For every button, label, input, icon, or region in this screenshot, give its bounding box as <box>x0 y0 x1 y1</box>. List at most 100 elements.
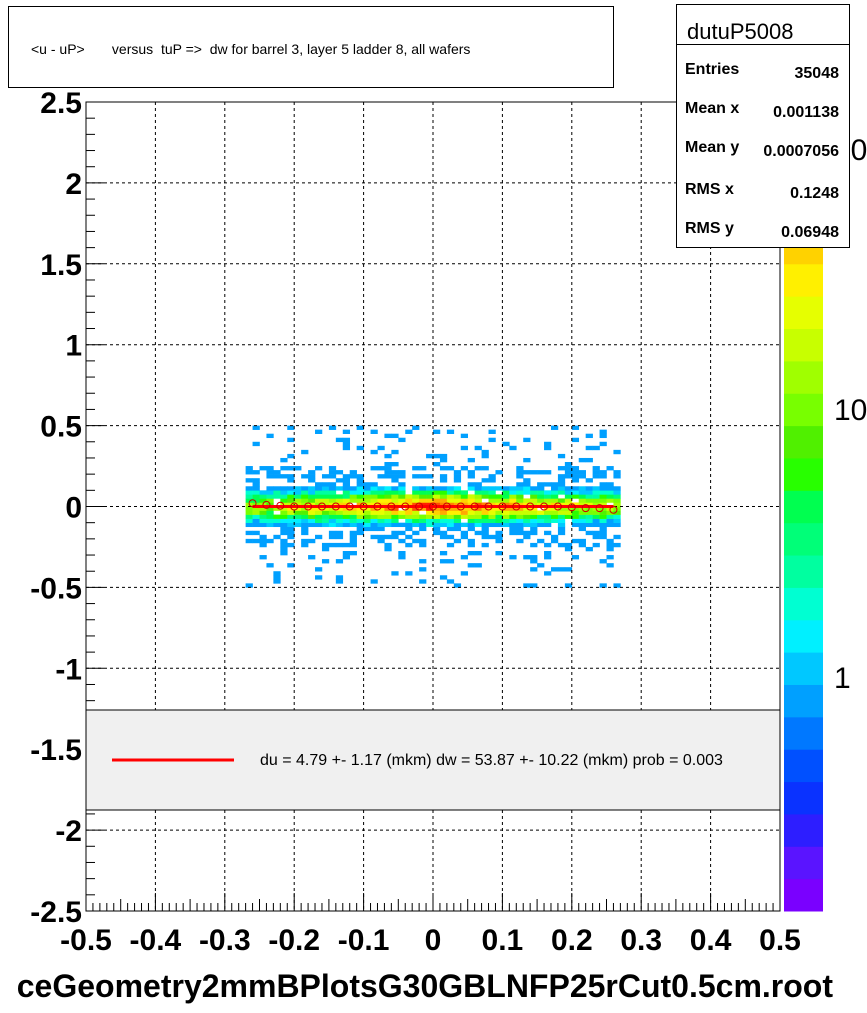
profile-point <box>581 504 590 513</box>
heatmap-cell <box>453 494 462 499</box>
heatmap-cell <box>349 514 357 519</box>
x-tick-label: -0.3 <box>199 924 251 957</box>
heatmap-cell <box>578 526 586 532</box>
heatmap-cell <box>481 494 489 499</box>
heatmap-cell <box>488 534 496 540</box>
heatmap-cell <box>287 510 295 515</box>
heatmap-cell <box>606 510 614 515</box>
heatmap-cell <box>592 502 600 507</box>
heatmap-cell <box>273 506 281 511</box>
heatmap-cell <box>446 542 455 548</box>
heatmap-cell <box>599 429 607 434</box>
stats-label: Entries <box>685 61 740 78</box>
heatmap-cell <box>460 571 468 576</box>
heatmap-cell <box>439 514 448 519</box>
heatmap-cell <box>460 494 468 499</box>
heatmap-cell <box>481 486 489 491</box>
heatmap-cell <box>273 534 281 540</box>
heatmap-cell <box>349 490 357 495</box>
chart-title: <u - uP> versus tuP => dw for barrel 3, … <box>31 41 471 57</box>
heatmap-cell <box>252 522 260 528</box>
heatmap-cell <box>544 571 552 576</box>
heatmap-cell <box>245 506 253 511</box>
heatmap-cell <box>280 498 288 503</box>
profile-point <box>429 502 437 511</box>
heatmap-cell <box>391 502 399 507</box>
heatmap-cell <box>287 425 295 430</box>
heatmap-cell <box>599 502 607 507</box>
heatmap-cell <box>280 506 288 511</box>
heatmap-cell <box>363 498 371 503</box>
heatmap-cell <box>259 494 267 499</box>
heatmap-cell <box>287 526 295 532</box>
heatmap-cell <box>578 470 586 475</box>
heatmap-cell <box>273 486 281 491</box>
heatmap-cell <box>335 498 344 503</box>
heatmap-cell <box>571 510 580 515</box>
heatmap-cell <box>308 498 316 503</box>
heatmap-cell <box>467 514 475 519</box>
heatmap-cell <box>259 538 267 544</box>
heatmap-cell <box>259 518 267 523</box>
stats-label: Mean x <box>685 100 740 117</box>
heatmap-cell <box>419 518 427 523</box>
palette-bin <box>784 846 823 880</box>
heatmap-cell <box>419 567 427 572</box>
heatmap-cell <box>564 498 573 503</box>
heatmap-cell <box>544 555 552 560</box>
heatmap-cell <box>592 542 600 548</box>
heatmap-cell <box>439 510 448 515</box>
heatmap-cell <box>321 490 330 495</box>
heatmap-cell <box>537 498 545 503</box>
heatmap-cell <box>356 510 364 515</box>
heatmap-cell <box>474 506 482 511</box>
heatmap-cell <box>391 470 399 475</box>
heatmap-cell <box>363 510 371 515</box>
heatmap-cell <box>571 437 580 443</box>
heatmap-cell <box>571 478 580 483</box>
heatmap-cell <box>516 466 524 471</box>
heatmap-cell <box>356 482 364 487</box>
heatmap-cell <box>412 486 420 491</box>
heatmap-cell <box>544 494 552 499</box>
heatmap-cell <box>599 518 607 523</box>
heatmap-cell <box>537 514 545 519</box>
heatmap-cell <box>398 498 406 503</box>
profile-point <box>442 502 451 511</box>
heatmap-cell <box>363 514 371 519</box>
heatmap-cell <box>571 494 580 499</box>
heatmap-cell <box>315 575 323 580</box>
heatmap-cell <box>578 542 586 548</box>
heatmap-cell <box>377 514 385 519</box>
heatmap-cell <box>606 522 614 528</box>
heatmap-cell <box>585 514 593 519</box>
heatmap-cell <box>349 534 357 540</box>
heatmap-cell <box>384 462 392 467</box>
heatmap-cell <box>592 530 600 536</box>
heatmap-cell <box>363 490 371 495</box>
stats-label: Mean y <box>685 139 740 156</box>
heatmap-cell <box>495 498 503 503</box>
profile-markers <box>248 499 618 514</box>
heatmap-cell <box>321 546 330 552</box>
heatmap-cell <box>571 466 580 471</box>
heatmap-cell <box>453 478 462 483</box>
heatmap-cell <box>474 502 482 507</box>
heatmap-cell <box>370 518 378 523</box>
heatmap-cell <box>544 514 552 519</box>
heatmap-cell <box>439 453 448 459</box>
heatmap-cell <box>613 449 621 455</box>
heatmap-cell <box>537 518 545 523</box>
heatmap-cell <box>481 530 489 536</box>
heatmap-cell <box>419 526 427 532</box>
heatmap-cell <box>564 470 573 475</box>
heatmap-cell <box>433 510 441 515</box>
heatmap-cell <box>273 522 281 528</box>
heatmap-cell <box>356 474 364 479</box>
heatmap-cell <box>578 498 586 503</box>
heatmap-cell <box>294 502 302 507</box>
heatmap-cell <box>460 498 468 503</box>
heatmap-cell <box>467 526 475 532</box>
heatmap-cell <box>266 466 274 471</box>
heatmap-cell <box>370 498 378 503</box>
